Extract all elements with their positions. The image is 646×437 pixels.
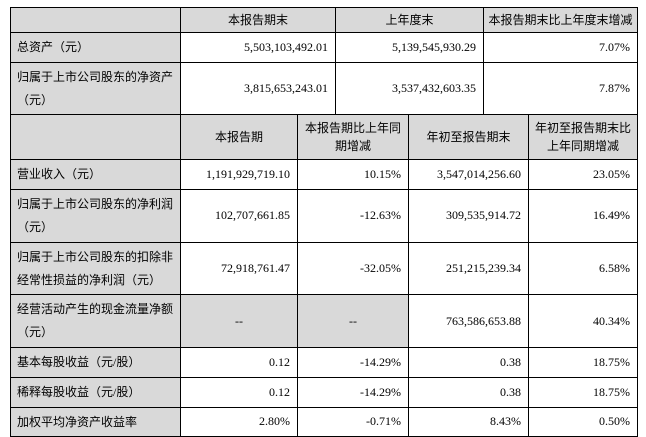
value-current-period: 0.12 [180, 376, 298, 408]
metric-label: 归属于上市公司股东的净利润（元） [10, 189, 181, 243]
value-ytd-change: 0.50% [528, 406, 638, 437]
value-ytd: 0.38 [408, 346, 529, 378]
value-period-change: -14.29% [297, 346, 409, 378]
metric-label: 稀释每股收益（元/股） [10, 376, 181, 408]
header-metric-blank [10, 114, 181, 161]
value-change: 7.87% [483, 61, 638, 116]
header-current-period: 本报告期 [180, 114, 298, 161]
metric-label: 营业收入（元） [10, 159, 181, 191]
value-current-period-end: 3,815,653,243.01 [180, 61, 336, 116]
metric-label: 基本每股收益（元/股） [10, 346, 181, 378]
table-row: 归属于上市公司股东的净利润（元） 102,707,661.85 -12.63% … [10, 189, 638, 243]
value-prior-year-end: 3,537,432,603.35 [335, 61, 484, 116]
table-row: 加权平均净资产收益率 2.80% -0.71% 8.43% 0.50% [10, 406, 638, 437]
value-current-period: 72,918,761.47 [180, 241, 298, 296]
table-row: 基本每股收益（元/股） 0.12 -14.29% 0.38 18.75% [10, 346, 638, 378]
value-current-period: 102,707,661.85 [180, 189, 298, 243]
table-header-row: 本报告期 本报告期比上年同期增减 年初至报告期末 年初至报告期末比上年同期增减 [10, 114, 638, 161]
metric-label: 总资产（元） [10, 32, 181, 63]
value-period-change: 10.15% [297, 159, 409, 191]
metric-label: 归属于上市公司股东的净资产（元） [10, 61, 181, 116]
header-ytd: 年初至报告期末 [408, 114, 529, 161]
value-period-change: -14.29% [297, 376, 409, 408]
value-change: 7.07% [483, 32, 638, 63]
metric-label: 归属于上市公司股东的扣除非经常性损益的净利润（元） [10, 241, 181, 296]
header-change: 本报告期末比上年度末增减 [483, 7, 638, 33]
value-ytd-change: 18.75% [528, 376, 638, 408]
value-current-period: 2.80% [180, 406, 298, 437]
financial-summary-document: 本报告期末 上年度末 本报告期末比上年度末增减 总资产（元） 5,503,103… [10, 7, 638, 437]
value-ytd-change: 40.34% [528, 294, 638, 348]
header-period-change: 本报告期比上年同期增减 [297, 114, 409, 161]
value-current-period-end: 5,503,103,492.01 [180, 32, 336, 63]
header-metric-blank [10, 7, 181, 33]
table-row: 稀释每股收益（元/股） 0.12 -14.29% 0.38 18.75% [10, 376, 638, 408]
table-row: 归属于上市公司股东的扣除非经常性损益的净利润（元） 72,918,761.47 … [10, 241, 638, 296]
reporting-period-table: 本报告期 本报告期比上年同期增减 年初至报告期末 年初至报告期末比上年同期增减 … [10, 114, 638, 437]
table-row: 营业收入（元） 1,191,929,719.10 10.15% 3,547,01… [10, 159, 638, 191]
table-row: 经营活动产生的现金流量净额（元） -- -- 763,586,653.88 40… [10, 294, 638, 348]
value-ytd-change: 6.58% [528, 241, 638, 296]
value-period-change: -0.71% [297, 406, 409, 437]
value-period-change: -12.63% [297, 189, 409, 243]
period-end-table: 本报告期末 上年度末 本报告期末比上年度末增减 总资产（元） 5,503,103… [10, 7, 638, 116]
value-current-period: 1,191,929,719.10 [180, 159, 298, 191]
value-ytd: 8.43% [408, 406, 529, 437]
table-row: 归属于上市公司股东的净资产（元） 3,815,653,243.01 3,537,… [10, 61, 638, 116]
value-ytd-change: 23.05% [528, 159, 638, 191]
value-ytd-change: 16.49% [528, 189, 638, 243]
value-current-period: 0.12 [180, 346, 298, 378]
header-prior-year-end: 上年度末 [335, 7, 484, 33]
metric-label: 经营活动产生的现金流量净额（元） [10, 294, 181, 348]
table-row: 总资产（元） 5,503,103,492.01 5,139,545,930.29… [10, 32, 638, 63]
header-ytd-change: 年初至报告期末比上年同期增减 [528, 114, 638, 161]
header-current-period-end: 本报告期末 [180, 7, 336, 33]
value-ytd: 251,215,239.34 [408, 241, 529, 296]
value-ytd: 3,547,014,256.60 [408, 159, 529, 191]
value-ytd: 0.38 [408, 376, 529, 408]
table-header-row: 本报告期末 上年度末 本报告期末比上年度末增减 [10, 7, 638, 33]
value-ytd: 309,535,914.72 [408, 189, 529, 243]
value-current-period: -- [180, 294, 298, 348]
value-ytd-change: 18.75% [528, 346, 638, 378]
value-prior-year-end: 5,139,545,930.29 [335, 32, 484, 63]
metric-label: 加权平均净资产收益率 [10, 406, 181, 437]
value-period-change: -32.05% [297, 241, 409, 296]
value-ytd: 763,586,653.88 [408, 294, 529, 348]
value-period-change: -- [297, 294, 409, 348]
